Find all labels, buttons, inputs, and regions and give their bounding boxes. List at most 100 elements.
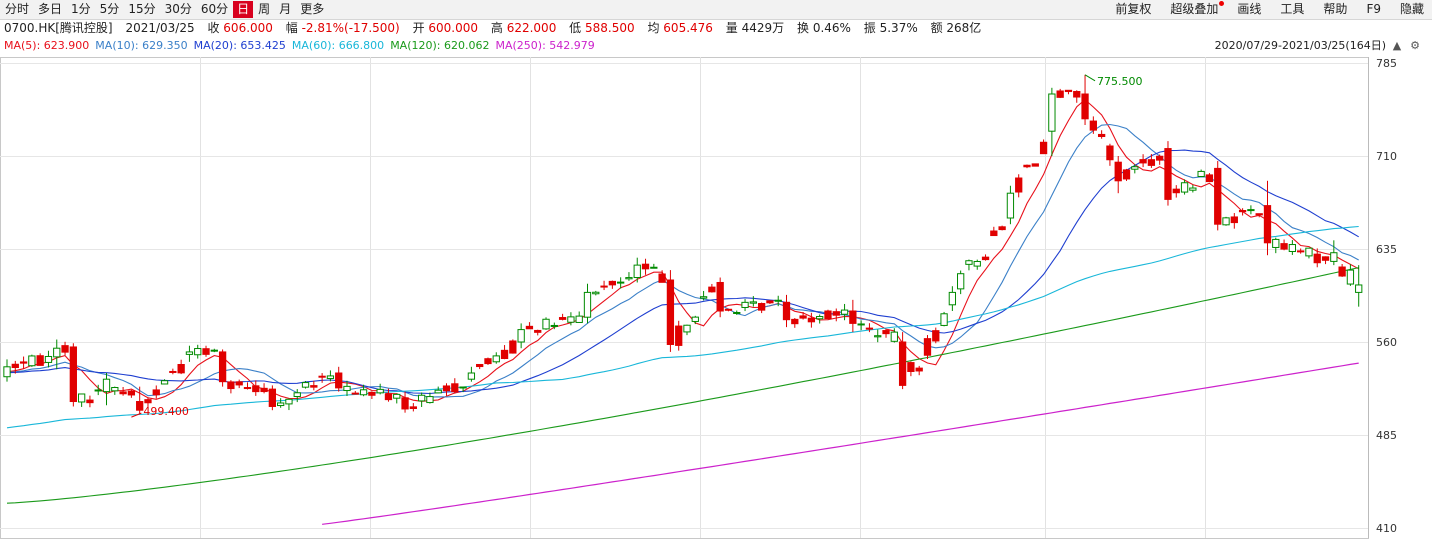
candle-body	[1164, 148, 1172, 200]
tab-period[interactable]: 日	[233, 1, 254, 18]
candle	[1006, 185, 1015, 225]
zoom-in-icon[interactable]: ▲	[1392, 39, 1402, 52]
candle	[757, 302, 766, 314]
candle	[111, 386, 119, 395]
candle-body	[948, 291, 957, 306]
candle	[351, 391, 359, 395]
candle-body	[749, 301, 757, 304]
high-label: 高	[490, 21, 503, 35]
candle	[840, 303, 849, 321]
candle-body	[492, 355, 500, 363]
candle-body	[1255, 213, 1263, 216]
candle-body	[625, 277, 633, 280]
tool-menu-item[interactable]: 超级叠加	[1170, 0, 1225, 19]
y-tick-label: 710	[1376, 150, 1397, 163]
candle-body	[177, 364, 185, 374]
amplitude-value: 5.37%	[879, 21, 918, 35]
candle	[451, 378, 459, 394]
candle	[766, 300, 774, 305]
low-value: 588.500	[585, 21, 635, 35]
tab-period[interactable]: 周	[258, 2, 271, 16]
candle	[990, 226, 998, 237]
candle	[583, 283, 592, 324]
candle-body	[185, 351, 194, 355]
candle	[865, 323, 874, 333]
candle-body	[77, 393, 86, 403]
candle	[799, 312, 807, 320]
tab-period[interactable]: 月	[279, 2, 292, 16]
candle	[1205, 173, 1214, 183]
candle-body	[932, 330, 940, 342]
candle	[741, 299, 749, 312]
tab-period[interactable]: 60分	[200, 2, 229, 16]
candle-body	[376, 388, 384, 394]
candle-body	[558, 317, 567, 320]
tool-menu-item[interactable]: F9	[1366, 2, 1381, 16]
candle-body	[293, 392, 301, 398]
candle	[127, 389, 136, 398]
candle-body	[111, 387, 119, 392]
candle	[749, 296, 757, 307]
tab-period[interactable]: 15分	[128, 2, 156, 16]
candle-body	[1197, 170, 1205, 177]
candle-body	[600, 285, 608, 288]
candle	[882, 329, 890, 338]
candle-body	[525, 325, 534, 330]
candle-body	[434, 389, 442, 394]
candle-body	[907, 362, 915, 372]
candle	[542, 317, 550, 330]
candle-body	[1039, 141, 1048, 155]
tab-period[interactable]: 更多	[300, 2, 325, 16]
candle-body	[335, 372, 343, 389]
candle-body	[633, 264, 641, 279]
candle-body	[1081, 93, 1089, 120]
candle-body	[169, 370, 177, 373]
tool-menu-item[interactable]: 画线	[1237, 2, 1262, 16]
tool-menu-item[interactable]: 隐藏	[1399, 2, 1424, 16]
candle-body	[459, 386, 467, 389]
tab-period[interactable]: 多日	[38, 2, 63, 16]
y-tick-label: 560	[1376, 336, 1397, 349]
tool-menu-item[interactable]: 帮助	[1323, 2, 1348, 16]
tab-period[interactable]: 5分	[99, 2, 120, 16]
tab-period[interactable]: 1分	[71, 2, 91, 16]
candle	[816, 314, 824, 324]
tab-period[interactable]: 30分	[164, 2, 192, 16]
candle-body	[724, 308, 733, 311]
candle-body	[1114, 161, 1122, 182]
low-label: 低	[569, 21, 582, 35]
candle-body	[285, 398, 293, 405]
candle	[683, 324, 691, 336]
candle	[517, 323, 525, 349]
candle-body	[1338, 266, 1346, 277]
candle	[1172, 185, 1180, 198]
candle-body	[409, 406, 417, 409]
tool-menu-item[interactable]: 前复权	[1115, 2, 1152, 16]
candle-body	[1305, 247, 1313, 257]
candle	[19, 356, 28, 369]
candle-body	[351, 392, 359, 395]
candle-body	[940, 313, 948, 326]
candle	[1346, 264, 1355, 286]
candle-body	[782, 301, 791, 321]
close-value: 606.000	[223, 21, 273, 35]
candle	[1164, 141, 1172, 206]
candle-body	[86, 399, 94, 404]
candle-body	[1015, 177, 1023, 193]
candle	[1097, 130, 1106, 139]
tool-menu-item[interactable]: 工具	[1280, 2, 1305, 16]
candle	[285, 398, 293, 411]
date-range-label[interactable]: 2020/07/29-2021/03/25(164日)	[1214, 39, 1386, 52]
candle	[376, 383, 384, 395]
candle	[890, 328, 898, 343]
candle-body	[1089, 120, 1097, 131]
candle-body	[1355, 284, 1363, 293]
tab-period[interactable]: 分时	[5, 2, 30, 16]
candle-body	[28, 355, 36, 367]
candle-body	[965, 260, 973, 265]
candle	[260, 383, 268, 394]
zoom-out-icon[interactable]: ⚙	[1410, 39, 1420, 52]
candle-body	[1180, 182, 1189, 193]
candle	[384, 388, 393, 402]
candlestick-chart[interactable]: 410 485 560 635 710 785 499.400 775.500	[0, 56, 1432, 540]
